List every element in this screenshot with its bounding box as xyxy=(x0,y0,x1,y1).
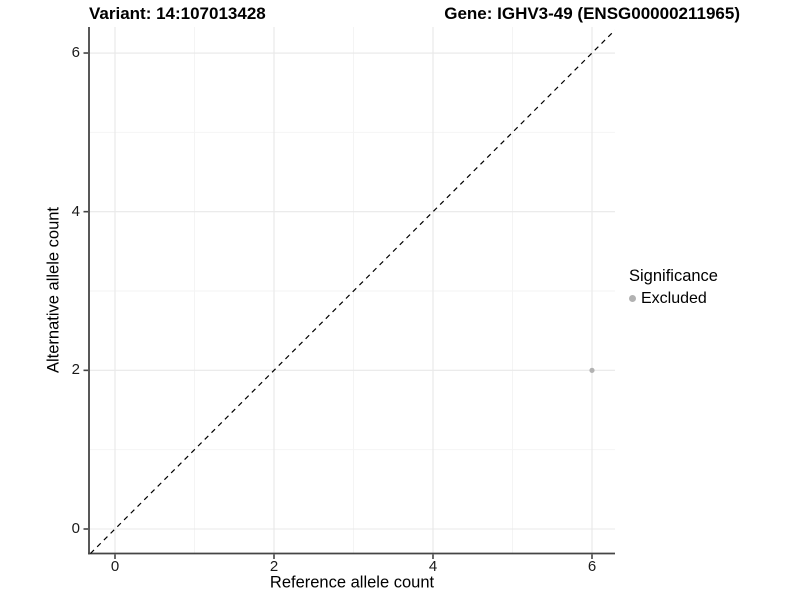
variant-title: Variant: 14:107013428 xyxy=(89,4,266,23)
gene-title: Gene: IGHV3-49 (ENSG00000211965) xyxy=(444,4,740,23)
x-tick-label: 4 xyxy=(428,558,438,575)
y-tick-label: 2 xyxy=(71,361,80,379)
plot-title-row: Variant: 14:107013428 Gene: IGHV3-49 (EN… xyxy=(89,4,740,24)
x-tick-label: 0 xyxy=(110,558,120,575)
y-tick-label: 4 xyxy=(71,202,80,220)
legend: Significance Excluded xyxy=(629,267,718,308)
legend-item-label: Excluded xyxy=(641,290,707,307)
data-point xyxy=(589,367,595,373)
identity-line xyxy=(90,29,616,554)
legend-items: Excluded xyxy=(629,289,718,308)
legend-item: Excluded xyxy=(629,289,718,308)
y-axis-title: Alternative allele count xyxy=(44,206,63,374)
legend-key-dot-icon xyxy=(629,295,636,302)
x-tick-label: 6 xyxy=(587,558,597,575)
x-axis-title: Reference allele count xyxy=(269,573,435,592)
y-tick-label: 6 xyxy=(71,44,80,62)
y-tick-label: 0 xyxy=(71,520,80,537)
x-tick-label: 2 xyxy=(269,558,279,575)
legend-title: Significance xyxy=(629,267,718,285)
